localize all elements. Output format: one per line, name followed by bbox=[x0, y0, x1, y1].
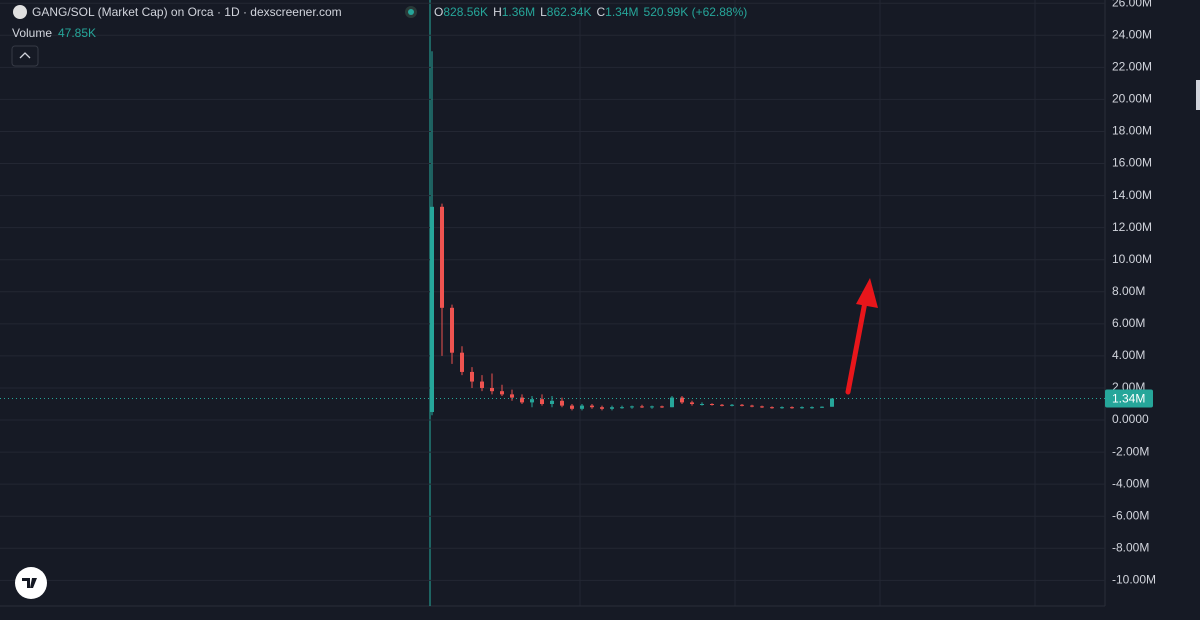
candle-body bbox=[670, 397, 674, 408]
candle-body bbox=[710, 404, 714, 405]
ohlc-value: 1.34M bbox=[605, 5, 638, 19]
candle-body bbox=[540, 399, 544, 404]
candle-body bbox=[580, 405, 584, 409]
y-tick-label: -8.00M bbox=[1112, 540, 1149, 554]
y-tick-label: -10.00M bbox=[1112, 573, 1156, 587]
candle-body bbox=[560, 400, 564, 406]
candle-body bbox=[720, 404, 724, 406]
y-tick-label: 18.00M bbox=[1112, 124, 1152, 138]
candle-body bbox=[460, 352, 464, 372]
last-price-label: 1.34M bbox=[1112, 392, 1145, 406]
candle-body bbox=[680, 397, 684, 403]
candle-body bbox=[730, 404, 734, 406]
candle-body bbox=[630, 406, 634, 408]
volume-label: Volume bbox=[12, 26, 52, 40]
y-tick-label: 10.00M bbox=[1112, 252, 1152, 266]
collapse-icon bbox=[19, 52, 31, 59]
y-tick-label: 6.00M bbox=[1112, 316, 1145, 330]
candle-body bbox=[440, 206, 444, 308]
candle-body bbox=[640, 406, 644, 408]
y-tick-label: 26.00M bbox=[1112, 0, 1152, 9]
status-dot bbox=[408, 9, 414, 15]
candle-body bbox=[620, 407, 624, 409]
candle-body bbox=[500, 391, 504, 395]
candle-body bbox=[600, 407, 604, 409]
candle-body bbox=[750, 405, 754, 407]
y-tick-label: 16.00M bbox=[1112, 156, 1152, 170]
ohlc-value: 828.56K bbox=[443, 5, 488, 19]
candle-body bbox=[830, 398, 834, 407]
candle-body bbox=[820, 406, 824, 408]
last-price-tag bbox=[1105, 389, 1153, 408]
ohlc-change: 520.99K (+62.88%) bbox=[644, 5, 748, 19]
ohlc-key: O bbox=[434, 5, 443, 19]
ohlc-value: 1.36M bbox=[502, 5, 535, 19]
y-tick-label: 20.00M bbox=[1112, 92, 1152, 106]
candle-body bbox=[430, 206, 434, 413]
token-icon bbox=[13, 5, 27, 19]
candle-body bbox=[700, 404, 704, 405]
candle-body bbox=[590, 405, 594, 408]
ohlc-key: L bbox=[540, 5, 547, 19]
candle-body bbox=[660, 406, 664, 408]
ohlc-legend: O828.56K H1.36M L862.34K C1.34M 520.99K (+62… bbox=[434, 5, 747, 19]
chart-title: GANG/SOL (Market Cap) on Orca · 1D · dex… bbox=[32, 5, 342, 19]
y-tick-label: 14.00M bbox=[1112, 188, 1152, 202]
y-tick-label: 8.00M bbox=[1112, 284, 1145, 298]
candle-body bbox=[810, 407, 814, 409]
candle-body bbox=[610, 407, 614, 409]
candle-body bbox=[450, 307, 454, 353]
candle-body bbox=[650, 406, 654, 408]
y-tick-label: 22.00M bbox=[1112, 60, 1152, 74]
annotation-arrow bbox=[845, 278, 878, 395]
y-tick-label: 4.00M bbox=[1112, 348, 1145, 362]
candle-body bbox=[550, 400, 554, 404]
candle-body bbox=[780, 407, 784, 409]
y-tick-label: 12.00M bbox=[1112, 220, 1152, 234]
scrollbar[interactable] bbox=[1196, 80, 1200, 110]
y-tick-label: 24.00M bbox=[1112, 27, 1152, 41]
candle-body bbox=[690, 402, 694, 404]
candle-body bbox=[510, 394, 514, 398]
candle-body bbox=[760, 406, 764, 408]
vertical-grid bbox=[579, 0, 1036, 606]
candle-body bbox=[490, 387, 494, 392]
y-tick-label: -4.00M bbox=[1112, 476, 1149, 490]
collapse-button[interactable] bbox=[11, 45, 39, 67]
ohlc-value: 862.34K bbox=[547, 5, 592, 19]
y-tick-label: -6.00M bbox=[1112, 508, 1149, 522]
ohlc-key: H bbox=[493, 5, 502, 19]
y-tick-label: -2.00M bbox=[1112, 444, 1149, 458]
candle-body bbox=[740, 404, 744, 406]
candle-body bbox=[470, 371, 474, 382]
candle-body bbox=[570, 405, 574, 409]
candle-body bbox=[520, 397, 524, 403]
y-tick-label: 0.0000 bbox=[1112, 412, 1149, 426]
candle-body bbox=[530, 399, 534, 403]
candle-body bbox=[790, 407, 794, 409]
candle-body bbox=[770, 407, 774, 409]
candle-body bbox=[800, 407, 804, 409]
candle-body bbox=[480, 381, 484, 388]
logo bbox=[22, 578, 37, 588]
ohlc-key: C bbox=[597, 5, 606, 19]
volume-value: 47.85K bbox=[58, 26, 96, 40]
